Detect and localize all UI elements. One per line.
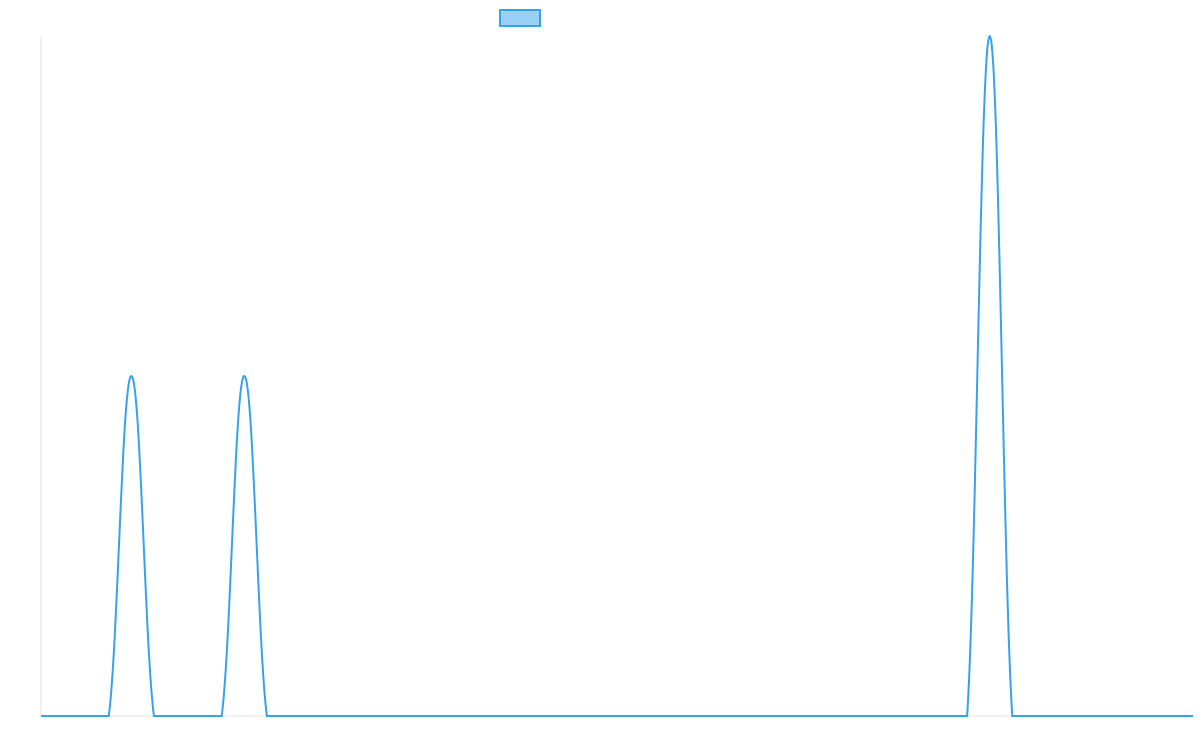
line xyxy=(41,34,1193,717)
legend-swatch xyxy=(499,9,541,27)
